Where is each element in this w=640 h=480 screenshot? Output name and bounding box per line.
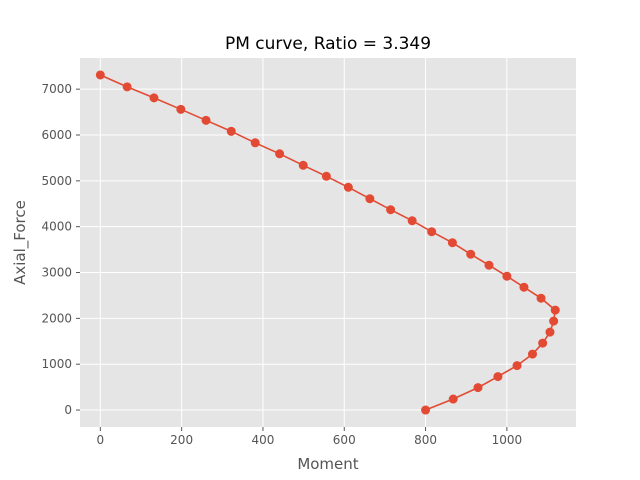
data-point	[149, 93, 159, 103]
data-point	[343, 182, 353, 192]
data-point	[519, 282, 529, 292]
y-tick-label: 5000	[41, 174, 72, 188]
x-tick-label: 400	[251, 433, 274, 447]
data-point	[298, 160, 308, 170]
data-point	[538, 338, 548, 348]
x-tick-label: 800	[414, 433, 437, 447]
data-point	[427, 227, 437, 237]
data-point	[502, 271, 512, 281]
y-tick-label: 1000	[41, 357, 72, 371]
data-point	[201, 115, 211, 125]
data-point	[275, 149, 285, 159]
plot-area	[80, 58, 576, 427]
y-tick-label: 6000	[41, 128, 72, 142]
data-point	[421, 405, 431, 415]
data-point	[365, 194, 375, 204]
y-tick-label: 3000	[41, 266, 72, 280]
data-point	[512, 361, 522, 371]
data-point	[484, 260, 494, 270]
data-point	[536, 293, 546, 303]
data-point	[95, 70, 105, 80]
y-axis-ticks: 0 1000 2000 3000 4000 5000 6000 7000	[41, 82, 80, 417]
x-axis-label: Moment	[297, 455, 358, 473]
data-point	[473, 383, 483, 393]
data-point	[448, 394, 458, 404]
y-tick-label: 2000	[41, 311, 72, 325]
chart-title: PM curve, Ratio = 3.349	[225, 34, 431, 54]
y-tick-label: 0	[64, 403, 72, 417]
data-point	[176, 104, 186, 114]
data-point	[250, 138, 260, 148]
data-point	[550, 305, 560, 315]
series-layer	[95, 70, 560, 415]
x-tick-label: 0	[97, 433, 105, 447]
data-point	[527, 349, 537, 359]
data-point	[386, 205, 396, 215]
grid-lines	[80, 58, 576, 427]
x-tick-label: 600	[333, 433, 356, 447]
data-point	[122, 82, 132, 92]
data-point	[493, 372, 503, 382]
data-point	[226, 126, 236, 136]
data-point	[466, 249, 476, 259]
data-point	[545, 327, 555, 337]
data-point	[407, 216, 417, 226]
x-tick-label: 1000	[492, 433, 523, 447]
y-tick-label: 7000	[41, 82, 72, 96]
x-axis-ticks: 0 200 400 600 800 1000	[97, 427, 523, 447]
data-point	[549, 316, 559, 326]
data-point	[321, 171, 331, 181]
data-point	[447, 238, 457, 248]
y-tick-label: 4000	[41, 220, 72, 234]
x-tick-label: 200	[170, 433, 193, 447]
y-axis-label: Axial_Force	[11, 200, 30, 285]
